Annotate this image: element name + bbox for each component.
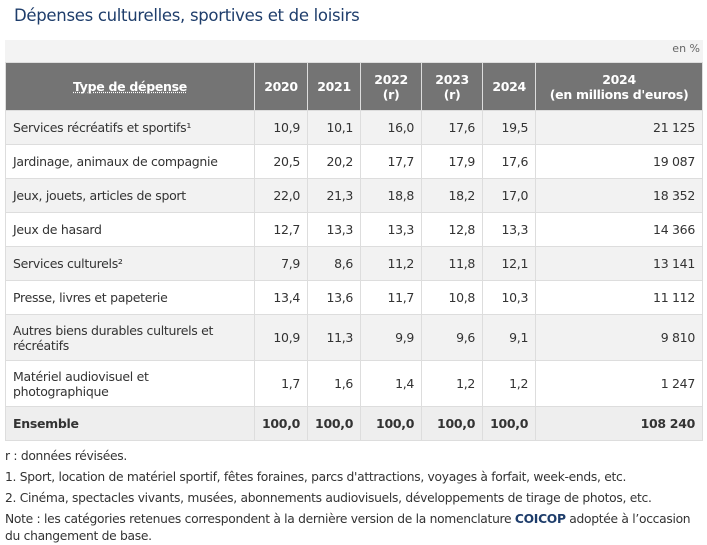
table-row: Services culturels² 7,9 8,6 11,2 11,8 12,1 13 … [5, 246, 703, 281]
cell-value: 22,0 [253, 178, 309, 213]
row-label: Ensemble [5, 406, 255, 441]
cell-value: 12,8 [421, 212, 484, 247]
cell-value: 9,6 [421, 314, 484, 361]
cell-value: 14 366 [535, 212, 703, 247]
cell-value: 13,3 [360, 212, 423, 247]
coicop-link[interactable]: COICOP [514, 512, 566, 526]
row-label: Presse, livres et papeterie [5, 280, 255, 315]
note-1: 1. Sport, location de matériel sportif, … [5, 470, 627, 484]
note-2: 2. Cinéma, spectacles vivants, musées, a… [5, 491, 652, 505]
footnotes: r : données révisées. 1. Sport, location… [5, 446, 695, 545]
cell-value: 9,9 [360, 314, 423, 361]
cell-value: 21,3 [307, 178, 362, 213]
cell-value: 1 247 [535, 360, 703, 407]
cell-value: 10,9 [253, 314, 309, 361]
cell-value: 7,9 [253, 246, 309, 281]
note-3-text: Note : les catégories retenues correspon… [5, 512, 515, 526]
cell-value: 20,5 [253, 144, 309, 179]
header-2022: 2022 (r) [360, 62, 423, 111]
cell-value: 1,4 [360, 360, 423, 407]
data-table: Type de dépense 2020 2021 2022 (r) 2023 … [5, 62, 703, 441]
cell-value: 13,6 [307, 280, 362, 315]
table-row: Jeux, jouets, articles de sport 22,0 21,3 1… [5, 178, 703, 213]
cell-value: 10,1 [307, 110, 362, 145]
header-unit: (en millions d'euros) [549, 86, 689, 102]
header-2021: 2021 [307, 62, 362, 111]
page-title: Dépenses culturelles, sportives et de lo… [14, 6, 360, 25]
row-label: Jeux de hasard [5, 212, 255, 247]
cell-value: 17,0 [482, 178, 537, 213]
cell-value: 11,7 [360, 280, 423, 315]
cell-value: 17,7 [360, 144, 423, 179]
cell-value: 100,0 [360, 406, 423, 441]
table-row: Jardinage, animaux de compagnie 20,5 20,2 1… [5, 144, 703, 179]
table-row: Presse, livres et papeterie 13,4 13,6 11,7 1… [5, 280, 703, 315]
cell-value: 108 240 [535, 406, 703, 441]
cell-value: 100,0 [253, 406, 309, 441]
cell-value: 12,1 [482, 246, 537, 281]
row-label: Matériel audiovisuel et photographique [5, 360, 255, 407]
cell-value: 100,0 [421, 406, 484, 441]
note-3: Note : les catégories retenues correspon… [5, 511, 695, 545]
table-row: Jeux de hasard 12,7 13,3 13,3 12,8 13,3 14 366 [5, 212, 703, 247]
cell-value: 13 141 [535, 246, 703, 281]
header-row: Type de dépense 2020 2021 2022 (r) 2023 … [5, 62, 703, 111]
row-label: Jeux, jouets, articles de sport [5, 178, 255, 213]
cell-value: 19,5 [482, 110, 537, 145]
row-label: Autres biens durables culturels et récré… [5, 314, 255, 361]
cell-value: 20,2 [307, 144, 362, 179]
cell-value: 12,7 [253, 212, 309, 247]
cell-value: 1,2 [421, 360, 484, 407]
cell-value: 17,6 [482, 144, 537, 179]
cell-value: 18,2 [421, 178, 484, 213]
header-2024-millions: 2024 (en millions d'euros) [535, 62, 703, 111]
table-row: Services récréatifs et sportifs¹ 10,9 10,1… [5, 110, 703, 145]
note-3-text-end: adoptée à l’occasion du changement de ba… [5, 512, 691, 543]
cell-value: 9,1 [482, 314, 537, 361]
cell-value: 10,8 [421, 280, 484, 315]
header-2023: 2023 (r) [421, 62, 484, 111]
total-row: Ensemble 100,0 100,0 100,0 100,0 100,0 108 240 [5, 406, 703, 441]
cell-value: 11,2 [360, 246, 423, 281]
cell-value: 9 810 [535, 314, 703, 361]
cell-value: 17,9 [421, 144, 484, 179]
cell-value: 13,3 [482, 212, 537, 247]
row-label: Services culturels² [5, 246, 255, 281]
note-r: r : données révisées. [5, 449, 127, 463]
header-2024: 2024 [482, 62, 537, 111]
unit-label: en % [5, 40, 703, 62]
cell-value: 21 125 [535, 110, 703, 145]
cell-value: 1,7 [253, 360, 309, 407]
row-label: Jardinage, animaux de compagnie [5, 144, 255, 179]
row-label: Services récréatifs et sportifs¹ [5, 110, 255, 145]
cell-value: 1,6 [307, 360, 362, 407]
cell-value: 11,8 [421, 246, 484, 281]
cell-value: 13,4 [253, 280, 309, 315]
header-type[interactable]: Type de dépense [5, 62, 255, 111]
cell-value: 11,3 [307, 314, 362, 361]
cell-value: 19 087 [535, 144, 703, 179]
cell-value: 10,9 [253, 110, 309, 145]
header-year: 2024 [602, 71, 636, 87]
table-row: Matériel audiovisuel et photographique 1,… [5, 360, 703, 407]
cell-value: 1,2 [482, 360, 537, 407]
cell-value: 100,0 [482, 406, 537, 441]
cell-value: 10,3 [482, 280, 537, 315]
cell-value: 16,0 [360, 110, 423, 145]
cell-value: 100,0 [307, 406, 362, 441]
table-row: Autres biens durables culturels et récré… [5, 314, 703, 361]
cell-value: 17,6 [421, 110, 484, 145]
cell-value: 18 352 [535, 178, 703, 213]
cell-value: 13,3 [307, 212, 362, 247]
cell-value: 8,6 [307, 246, 362, 281]
cell-value: 18,8 [360, 178, 423, 213]
cell-value: 11 112 [535, 280, 703, 315]
header-2020: 2020 [253, 62, 309, 111]
